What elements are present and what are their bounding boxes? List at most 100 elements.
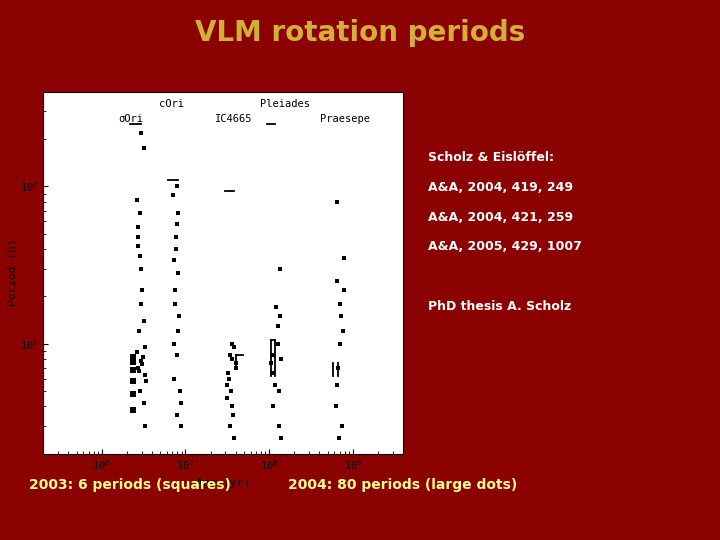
Point (127, 366, 138, 374)
Point (168, 256, 180, 265)
Point (272, 339, 284, 348)
Point (135, 299, 147, 308)
Point (131, 195, 143, 204)
Point (138, 316, 149, 325)
Point (267, 402, 279, 410)
Point (275, 312, 287, 320)
Point (127, 406, 138, 414)
Point (334, 339, 346, 348)
Point (174, 387, 186, 395)
Text: 2003: 6 periods (squares): 2003: 6 periods (squares) (29, 478, 230, 492)
Point (173, 312, 184, 320)
Point (132, 223, 144, 232)
Point (140, 343, 151, 352)
Point (222, 369, 234, 377)
Point (230, 359, 242, 368)
Point (139, 371, 150, 380)
Text: A&A, 2005, 429, 1007: A&A, 2005, 429, 1007 (428, 240, 582, 253)
Text: Praesepe: Praesepe (320, 114, 370, 124)
Point (171, 411, 183, 420)
Point (223, 374, 235, 383)
Text: VLM rotation periods: VLM rotation periods (195, 19, 525, 47)
Point (332, 364, 343, 373)
Point (132, 232, 143, 241)
Point (127, 358, 138, 367)
Point (267, 350, 279, 359)
X-axis label: Age (yr): Age (yr) (196, 478, 251, 488)
Point (222, 380, 233, 389)
Point (338, 254, 349, 262)
Point (168, 374, 180, 383)
Point (169, 286, 181, 294)
Text: A&A, 2004, 421, 259: A&A, 2004, 421, 259 (428, 211, 574, 224)
Point (337, 327, 348, 335)
Point (272, 321, 284, 330)
Point (228, 343, 240, 352)
Point (127, 389, 138, 398)
Point (170, 245, 181, 253)
Point (338, 286, 350, 294)
Point (135, 356, 147, 365)
Point (275, 355, 287, 363)
Point (132, 364, 144, 373)
Point (167, 191, 179, 199)
Point (275, 434, 287, 443)
Point (168, 339, 179, 348)
Point (138, 399, 149, 407)
Point (127, 353, 138, 362)
Point (331, 198, 343, 206)
Text: σOri: σOri (118, 114, 143, 124)
Point (175, 422, 186, 430)
Point (131, 348, 143, 357)
Point (175, 399, 186, 407)
Point (228, 434, 240, 443)
Point (135, 265, 146, 273)
Point (222, 394, 233, 402)
Point (171, 232, 182, 241)
Point (134, 387, 145, 395)
Point (140, 422, 151, 430)
Text: 2004: 80 periods (large dots): 2004: 80 periods (large dots) (288, 478, 517, 492)
Point (268, 369, 279, 377)
Y-axis label: Period (h): Period (h) (7, 239, 17, 306)
Text: PhD thesis A. Scholz: PhD thesis A. Scholz (428, 300, 572, 313)
Point (172, 208, 184, 217)
Point (135, 129, 147, 137)
Point (227, 339, 238, 348)
Point (134, 208, 145, 217)
Point (169, 299, 181, 308)
Point (138, 144, 150, 153)
Point (133, 327, 145, 335)
Text: Pleiades: Pleiades (260, 99, 310, 109)
Point (136, 286, 148, 294)
Point (274, 422, 285, 430)
Point (138, 353, 149, 362)
Point (171, 219, 182, 228)
Point (171, 182, 182, 191)
Point (336, 422, 348, 430)
Point (224, 350, 235, 359)
Point (140, 376, 152, 385)
Point (132, 241, 144, 250)
Text: A&A, 2004, 419, 249: A&A, 2004, 419, 249 (428, 181, 573, 194)
Point (265, 359, 276, 368)
Point (228, 411, 239, 420)
Point (224, 422, 235, 430)
Point (133, 367, 145, 375)
Point (336, 312, 347, 320)
Point (230, 364, 242, 373)
Point (137, 360, 148, 369)
Point (173, 269, 184, 278)
Point (269, 380, 281, 389)
Point (331, 380, 343, 389)
Text: Scholz & Eislöffel:: Scholz & Eislöffel: (428, 151, 554, 164)
Point (334, 299, 346, 308)
Point (331, 277, 343, 286)
Text: cOri: cOri (158, 99, 184, 109)
Point (171, 350, 183, 359)
Point (271, 303, 282, 312)
Text: IC4665: IC4665 (215, 114, 252, 124)
Point (135, 252, 146, 260)
Point (273, 387, 284, 395)
Point (226, 355, 238, 363)
